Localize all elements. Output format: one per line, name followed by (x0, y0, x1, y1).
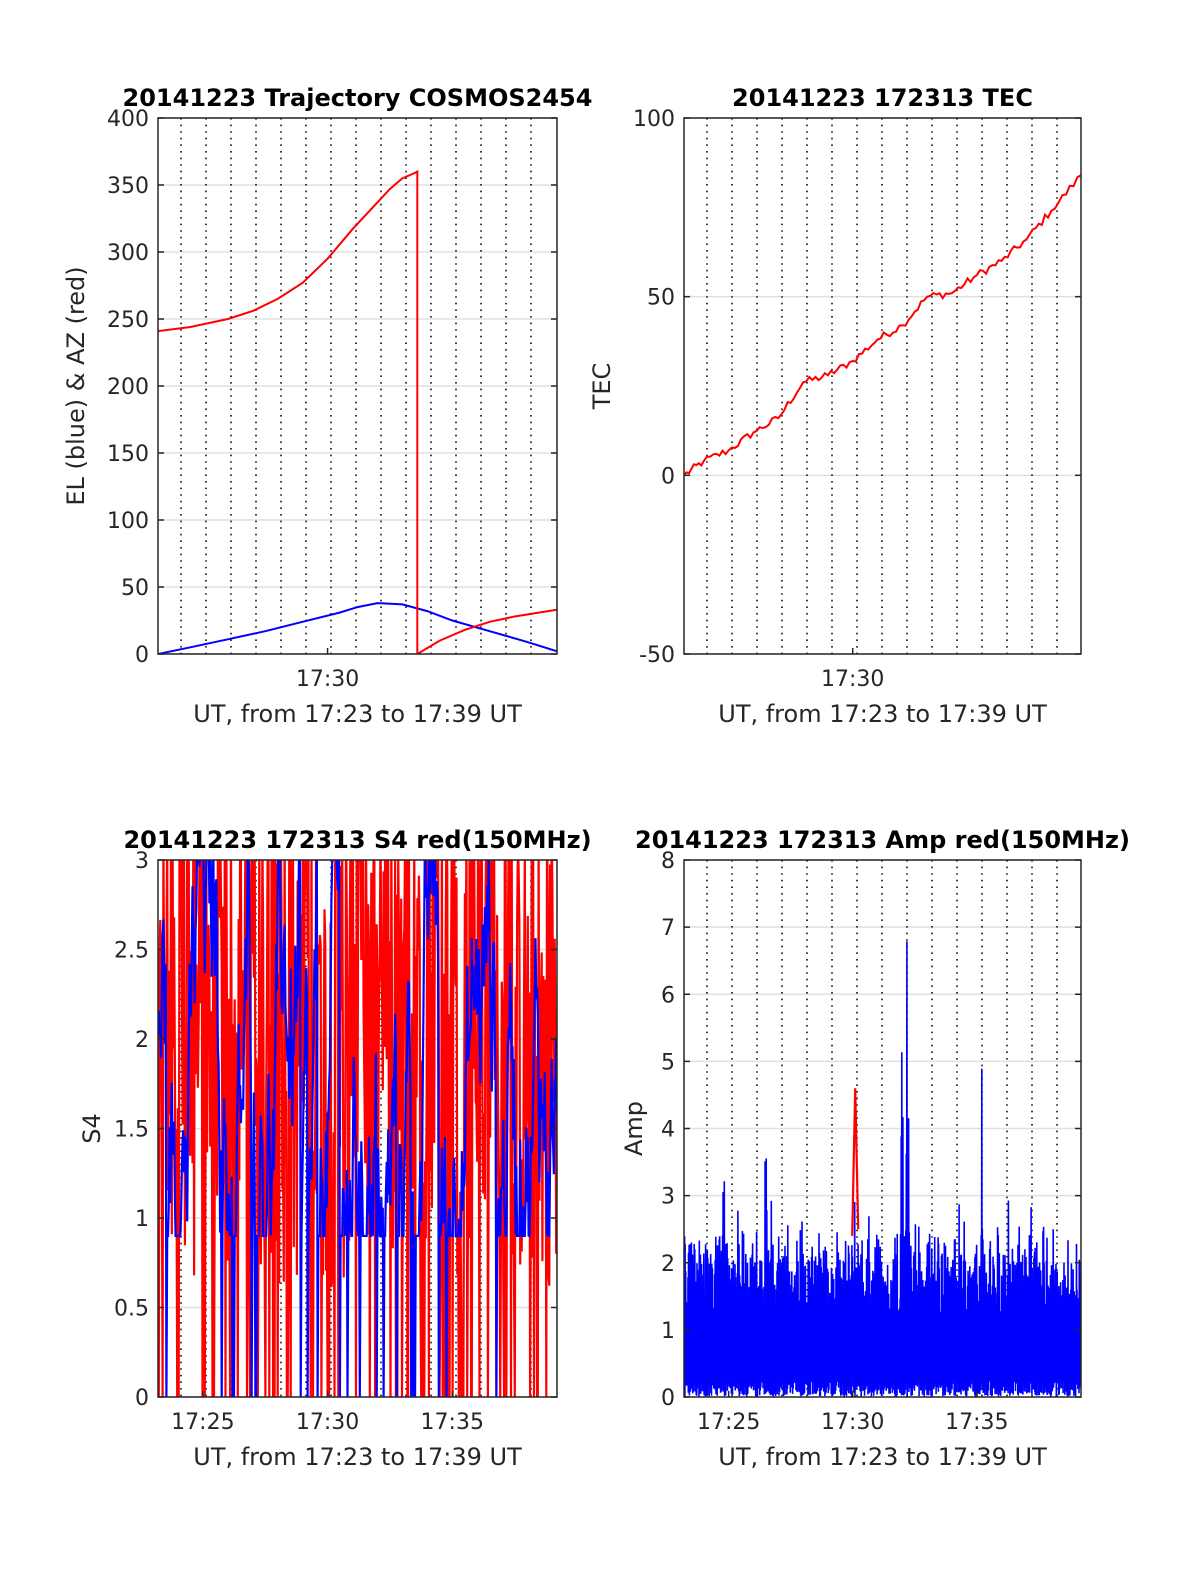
series-group (158, 860, 557, 1397)
y-tick-label: 2.5 (114, 939, 149, 964)
y-tick-label: 0 (135, 643, 149, 668)
y-tick-label: 2 (661, 1252, 675, 1277)
x-axis-label: UT, from 17:23 to 17:39 UT (718, 1443, 1047, 1471)
chart-title: 20141223 172313 TEC (732, 84, 1033, 112)
y-axis-label: TEC (588, 363, 616, 411)
y-tick-label: 300 (107, 241, 149, 266)
x-tick-label: 17:30 (296, 667, 359, 692)
x-tick-label: 17:25 (697, 1410, 760, 1435)
y-axis-label: Amp (620, 1101, 648, 1156)
y-tick-label: 0 (661, 464, 675, 489)
y-tick-label: 6 (661, 983, 675, 1008)
tec-panel: -50 0 50 100 17:30 UT, from 17:23 to 17:39 UT… (588, 84, 1082, 728)
y-tick-label: 2 (135, 1028, 149, 1053)
y-tick-label: 100 (107, 509, 149, 534)
x-axis-label: UT, from 17:23 to 17:39 UT (193, 1443, 522, 1471)
y-tick-label: 400 (107, 107, 149, 132)
y-tick-label: -50 (639, 643, 675, 668)
y-tick-label: 5 (661, 1050, 675, 1075)
x-tick-label: 17:30 (821, 1410, 884, 1435)
series-amp-red-line (851, 1088, 860, 1236)
chart-title: 20141223 Trajectory COSMOS2454 (123, 84, 593, 112)
y-tick-label: 3 (661, 1185, 675, 1210)
y-tick-label: 350 (107, 174, 149, 199)
series-el-line (158, 602, 557, 654)
y-axis-label: EL (blue) & AZ (red) (62, 266, 90, 505)
y-tick-label: 0 (135, 1386, 149, 1411)
y-tick-label: 250 (107, 308, 149, 333)
x-tick-label: 17:35 (945, 1410, 1008, 1435)
y-tick-label: 150 (107, 442, 149, 467)
amp-panel: 0 1 2 3 4 5 6 7 8 17:25 17:30 17:35 UT, from 17:23 t… (620, 826, 1130, 1471)
chart-title: 20141223 172313 Amp red(150MHz) (635, 826, 1130, 854)
y-tick-label: 50 (121, 576, 149, 601)
x-tick-label: 17:25 (171, 1410, 234, 1435)
x-tick-label: 17:30 (821, 667, 884, 692)
y-tick-label: 1 (661, 1319, 675, 1344)
y-tick-label: 1.5 (114, 1118, 149, 1143)
y-tick-label: 1 (135, 1207, 149, 1232)
x-tick-label: 17:30 (296, 1410, 359, 1435)
y-tick-label: 0.5 (114, 1297, 149, 1322)
series-az-line (158, 169, 557, 654)
x-axis-label: UT, from 17:23 to 17:39 UT (718, 700, 1047, 728)
series-tec-line (684, 174, 1081, 476)
chart-title: 20141223 172313 S4 red(150MHz) (123, 826, 591, 854)
series-group (158, 169, 557, 654)
y-tick-label: 7 (661, 916, 675, 941)
trajectory-panel: 0 50 100 150 200 250 300 350 400 17:30 UT, from 17… (62, 84, 592, 728)
y-tick-label: 50 (647, 286, 675, 311)
y-tick-label: 0 (661, 1386, 675, 1411)
y-axis-label: S4 (78, 1113, 106, 1144)
x-axis-label: UT, from 17:23 to 17:39 UT (193, 700, 522, 728)
x-tick-label: 17:35 (421, 1410, 484, 1435)
y-tick-label: 200 (107, 375, 149, 400)
series-group (684, 174, 1081, 476)
y-tick-label: 8 (661, 849, 675, 874)
series-group (684, 941, 1081, 1397)
y-tick-label: 3 (135, 849, 149, 874)
axes-box (683, 117, 1082, 655)
y-tick-label: 100 (633, 107, 675, 132)
series-amp-blue-line (684, 941, 1081, 1397)
y-tick-label: 4 (661, 1118, 675, 1143)
series-s4-blue-line (158, 860, 557, 1397)
s4-panel: 0 0.5 1 1.5 2 2.5 3 17:25 17:30 17:35 UT, from 17:… (78, 826, 592, 1471)
